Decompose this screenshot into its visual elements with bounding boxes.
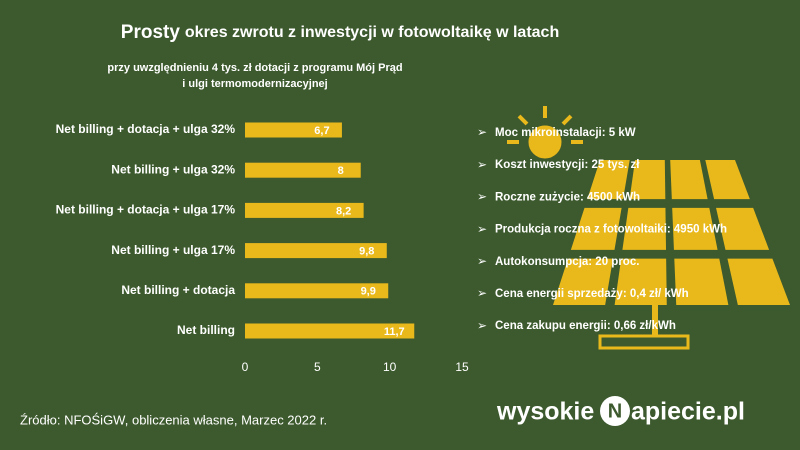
parameter: Moc mikroinstalacji: 5 kW bbox=[495, 127, 636, 139]
category-label: Net billing + ulga 17% bbox=[111, 243, 235, 257]
logo-circle bbox=[600, 396, 630, 426]
parameter: Roczne zużycie: 4500 kWh bbox=[495, 191, 640, 203]
x-tick-label: 0 bbox=[242, 360, 249, 374]
bar bbox=[245, 283, 389, 299]
category-label: Net billing + dotacja + ulga 17% bbox=[56, 203, 236, 217]
logo-left: wysokie bbox=[496, 398, 594, 426]
solar-panel bbox=[553, 160, 790, 305]
bar bbox=[245, 162, 361, 178]
title-lead: Prosty bbox=[121, 22, 181, 43]
subtitle: przy uwzględnieniu 4 tys. zł dotacji z p… bbox=[107, 62, 402, 74]
title-rest: okres zwrotu z inwestycji w fotowoltaikę… bbox=[185, 24, 559, 41]
x-tick-label: 5 bbox=[314, 360, 321, 374]
source: Źródło: NFOŚiGW, obliczenia własne, Marz… bbox=[20, 412, 327, 427]
value-label: 9,9 bbox=[361, 286, 376, 298]
category-label: Net billing bbox=[177, 323, 235, 337]
panel-cell bbox=[570, 207, 622, 250]
panel-cell bbox=[727, 258, 790, 305]
parameter: Koszt inwestycji: 25 tys. zł bbox=[495, 159, 640, 171]
x-tick-label: 15 bbox=[455, 360, 469, 374]
bullet: ➢ bbox=[477, 254, 487, 268]
chart-title: Prosty okres zwrotu z inwestycji w fotowo… bbox=[121, 22, 559, 43]
panel-cell bbox=[629, 160, 666, 200]
sun-ray bbox=[517, 114, 529, 126]
bar bbox=[245, 323, 415, 339]
value-label: 9,8 bbox=[359, 246, 374, 258]
logo-right: apiecie.pl bbox=[631, 398, 745, 426]
category-label: Net billing + dotacja bbox=[121, 283, 235, 297]
sun bbox=[528, 125, 562, 159]
sun-icon bbox=[507, 106, 583, 159]
bullet: ➢ bbox=[477, 125, 487, 139]
panel-cell bbox=[622, 207, 667, 250]
bullet: ➢ bbox=[477, 222, 487, 236]
panel-base bbox=[598, 334, 690, 350]
bullet: ➢ bbox=[477, 318, 487, 332]
panel-cell bbox=[587, 160, 630, 200]
sun-ray bbox=[561, 114, 573, 126]
bullet: ➢ bbox=[477, 190, 487, 204]
panel-cell bbox=[553, 258, 613, 305]
bullet: ➢ bbox=[477, 157, 487, 171]
x-tick-label: 10 bbox=[383, 360, 397, 374]
value-label: 8 bbox=[338, 165, 344, 177]
parameter: Cena zakupu energii: 0,66 zł/kWh bbox=[495, 320, 676, 332]
logo-n: N bbox=[608, 400, 622, 422]
panel-cell bbox=[716, 207, 770, 250]
bar bbox=[245, 202, 364, 218]
category-label: Net billing + ulga 32% bbox=[111, 162, 235, 176]
subtitle: i ulgi termomodernizacyjnej bbox=[182, 78, 327, 90]
panel-cell bbox=[614, 258, 667, 305]
bar bbox=[245, 243, 387, 259]
bullet: ➢ bbox=[477, 286, 487, 300]
panel-cell bbox=[674, 258, 729, 305]
panel-cell bbox=[672, 207, 718, 250]
panel-cell bbox=[705, 160, 750, 200]
panel-cell bbox=[670, 160, 708, 200]
bar bbox=[245, 122, 342, 138]
parameter: Produkcja roczna z fotowoltaiki: 4950 kW… bbox=[495, 224, 727, 236]
value-label: 8,2 bbox=[336, 205, 351, 217]
parameter: Cena energii sprzedaży: 0,4 zł/ kWh bbox=[495, 288, 689, 300]
value-label: 6,7 bbox=[314, 125, 329, 137]
category-label: Net billing + dotacja + ulga 32% bbox=[56, 122, 236, 136]
parameter: Autokonsumpcja: 20 proc. bbox=[495, 256, 639, 268]
value-label: 11,7 bbox=[384, 326, 405, 338]
